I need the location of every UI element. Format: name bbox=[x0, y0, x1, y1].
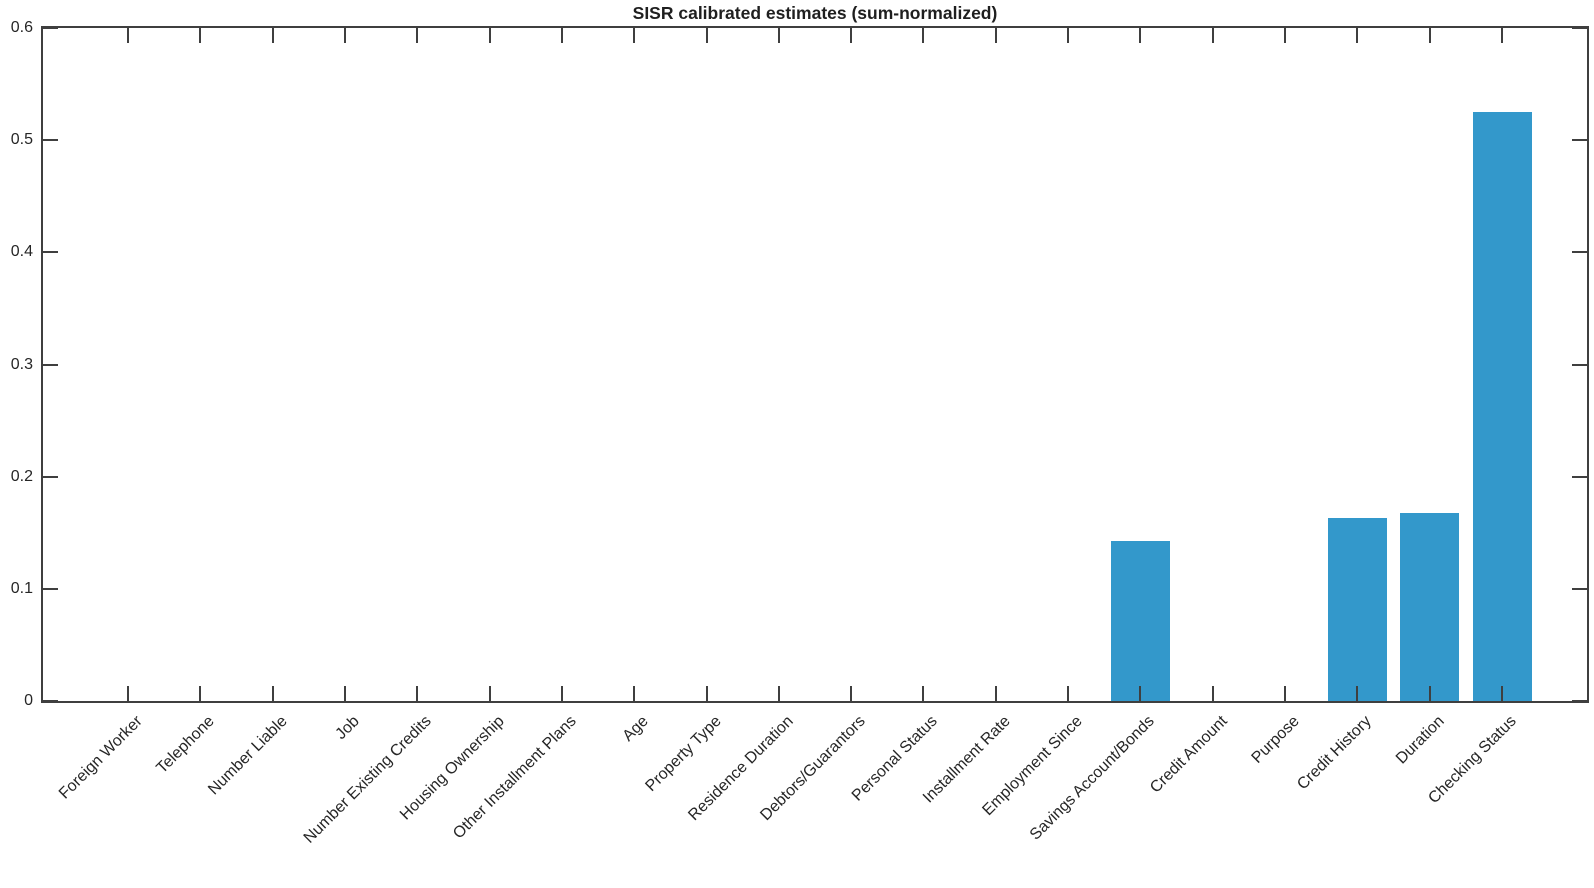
y-tick-mark bbox=[43, 27, 58, 29]
x-tick-mark bbox=[706, 28, 708, 43]
x-tick-label: Foreign Worker bbox=[55, 712, 146, 803]
x-tick-mark bbox=[489, 686, 491, 701]
x-tick-mark bbox=[1356, 28, 1358, 43]
x-tick-mark bbox=[1284, 28, 1286, 43]
x-tick-mark bbox=[1139, 28, 1141, 43]
x-tick-mark bbox=[561, 686, 563, 701]
x-tick-label: Age bbox=[619, 712, 652, 745]
x-tick-mark bbox=[850, 28, 852, 43]
x-tick-mark bbox=[489, 28, 491, 43]
bar-duration bbox=[1400, 513, 1459, 701]
y-tick-mark bbox=[43, 476, 58, 478]
x-tick-mark bbox=[127, 686, 129, 701]
x-tick-label: Savings Account/Bonds bbox=[1026, 712, 1158, 844]
y-tick-mark bbox=[43, 139, 58, 141]
x-tick-mark bbox=[633, 28, 635, 43]
y-tick-label: 0.3 bbox=[10, 356, 33, 373]
bar-savings-account-bonds bbox=[1111, 541, 1170, 701]
y-tick-label: 0.4 bbox=[10, 243, 33, 260]
x-tick-mark bbox=[344, 28, 346, 43]
x-tick-mark bbox=[922, 28, 924, 43]
x-tick-label: Other Installment Plans bbox=[450, 712, 580, 843]
x-tick-mark bbox=[344, 686, 346, 701]
x-tick-mark bbox=[778, 686, 780, 701]
y-tick-label: 0.6 bbox=[10, 19, 33, 36]
x-tick-mark bbox=[416, 28, 418, 43]
x-tick-mark bbox=[1356, 686, 1358, 701]
x-tick-mark bbox=[922, 686, 924, 701]
y-tick-mark bbox=[43, 251, 58, 253]
x-tick-mark bbox=[272, 686, 274, 701]
x-tick-label: Job bbox=[332, 712, 363, 743]
x-tick-mark bbox=[850, 686, 852, 701]
x-tick-mark bbox=[1067, 686, 1069, 701]
x-tick-label: Telephone bbox=[153, 712, 218, 777]
x-tick-mark bbox=[1501, 28, 1503, 43]
y-tick-label: 0.1 bbox=[10, 580, 33, 597]
x-tick-mark bbox=[416, 686, 418, 701]
x-tick-mark bbox=[1429, 28, 1431, 43]
x-tick-mark bbox=[1212, 686, 1214, 701]
y-tick-mark bbox=[1572, 139, 1587, 141]
y-tick-mark bbox=[1572, 700, 1587, 702]
x-tick-mark bbox=[778, 28, 780, 43]
bar-checking-status bbox=[1473, 112, 1532, 701]
y-tick-mark bbox=[43, 364, 58, 366]
x-tick-mark bbox=[995, 686, 997, 701]
x-tick-label: Purpose bbox=[1248, 712, 1303, 767]
y-tick-label: 0.2 bbox=[10, 468, 33, 485]
plot-area bbox=[41, 26, 1589, 703]
y-tick-mark bbox=[1572, 588, 1587, 590]
y-tick-label: 0.5 bbox=[10, 131, 33, 148]
y-tick-mark bbox=[1572, 251, 1587, 253]
x-tick-mark bbox=[127, 28, 129, 43]
x-tick-mark bbox=[561, 28, 563, 43]
y-tick-label: 0 bbox=[24, 692, 33, 709]
x-tick-mark bbox=[1067, 28, 1069, 43]
x-tick-mark bbox=[199, 28, 201, 43]
x-tick-mark bbox=[1284, 686, 1286, 701]
x-tick-label: Duration bbox=[1392, 712, 1448, 768]
x-tick-mark bbox=[1429, 686, 1431, 701]
bar-credit-history bbox=[1328, 518, 1387, 701]
x-tick-mark bbox=[633, 686, 635, 701]
chart-title: SISR calibrated estimates (sum-normalize… bbox=[632, 3, 998, 23]
y-tick-mark bbox=[43, 700, 58, 702]
x-tick-mark bbox=[706, 686, 708, 701]
y-tick-mark bbox=[43, 588, 58, 590]
x-tick-label: Credit History bbox=[1294, 712, 1375, 794]
x-tick-mark bbox=[272, 28, 274, 43]
x-tick-mark bbox=[199, 686, 201, 701]
y-tick-mark bbox=[1572, 27, 1587, 29]
x-tick-label: Credit Amount bbox=[1147, 712, 1231, 797]
x-tick-label: Number Existing Credits bbox=[300, 712, 435, 847]
x-tick-mark bbox=[1501, 686, 1503, 701]
x-tick-mark bbox=[1212, 28, 1214, 43]
x-tick-mark bbox=[995, 28, 997, 43]
x-tick-mark bbox=[1139, 686, 1141, 701]
y-tick-mark bbox=[1572, 364, 1587, 366]
y-tick-mark bbox=[1572, 476, 1587, 478]
